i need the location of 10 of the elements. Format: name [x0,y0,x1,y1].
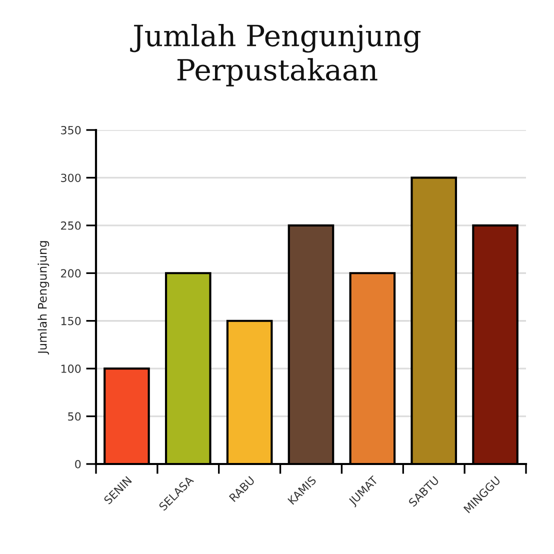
y-tick-label: 300 [61,174,81,182]
y-tick-label: 250 [61,221,81,230]
y-tick-label: 150 [61,316,81,326]
y-tick-label: 50 [68,412,81,421]
y-tick-label: 350 [61,126,81,134]
y-tick-label: 0 [75,460,81,468]
y-tick-label: 200 [61,269,81,278]
y-tick-label: 100 [61,364,81,373]
y-axis-title: Jumlah Pengunjung [38,241,50,355]
chart-title: Jumlah Pengunjung Perpustakaan [130,24,421,86]
